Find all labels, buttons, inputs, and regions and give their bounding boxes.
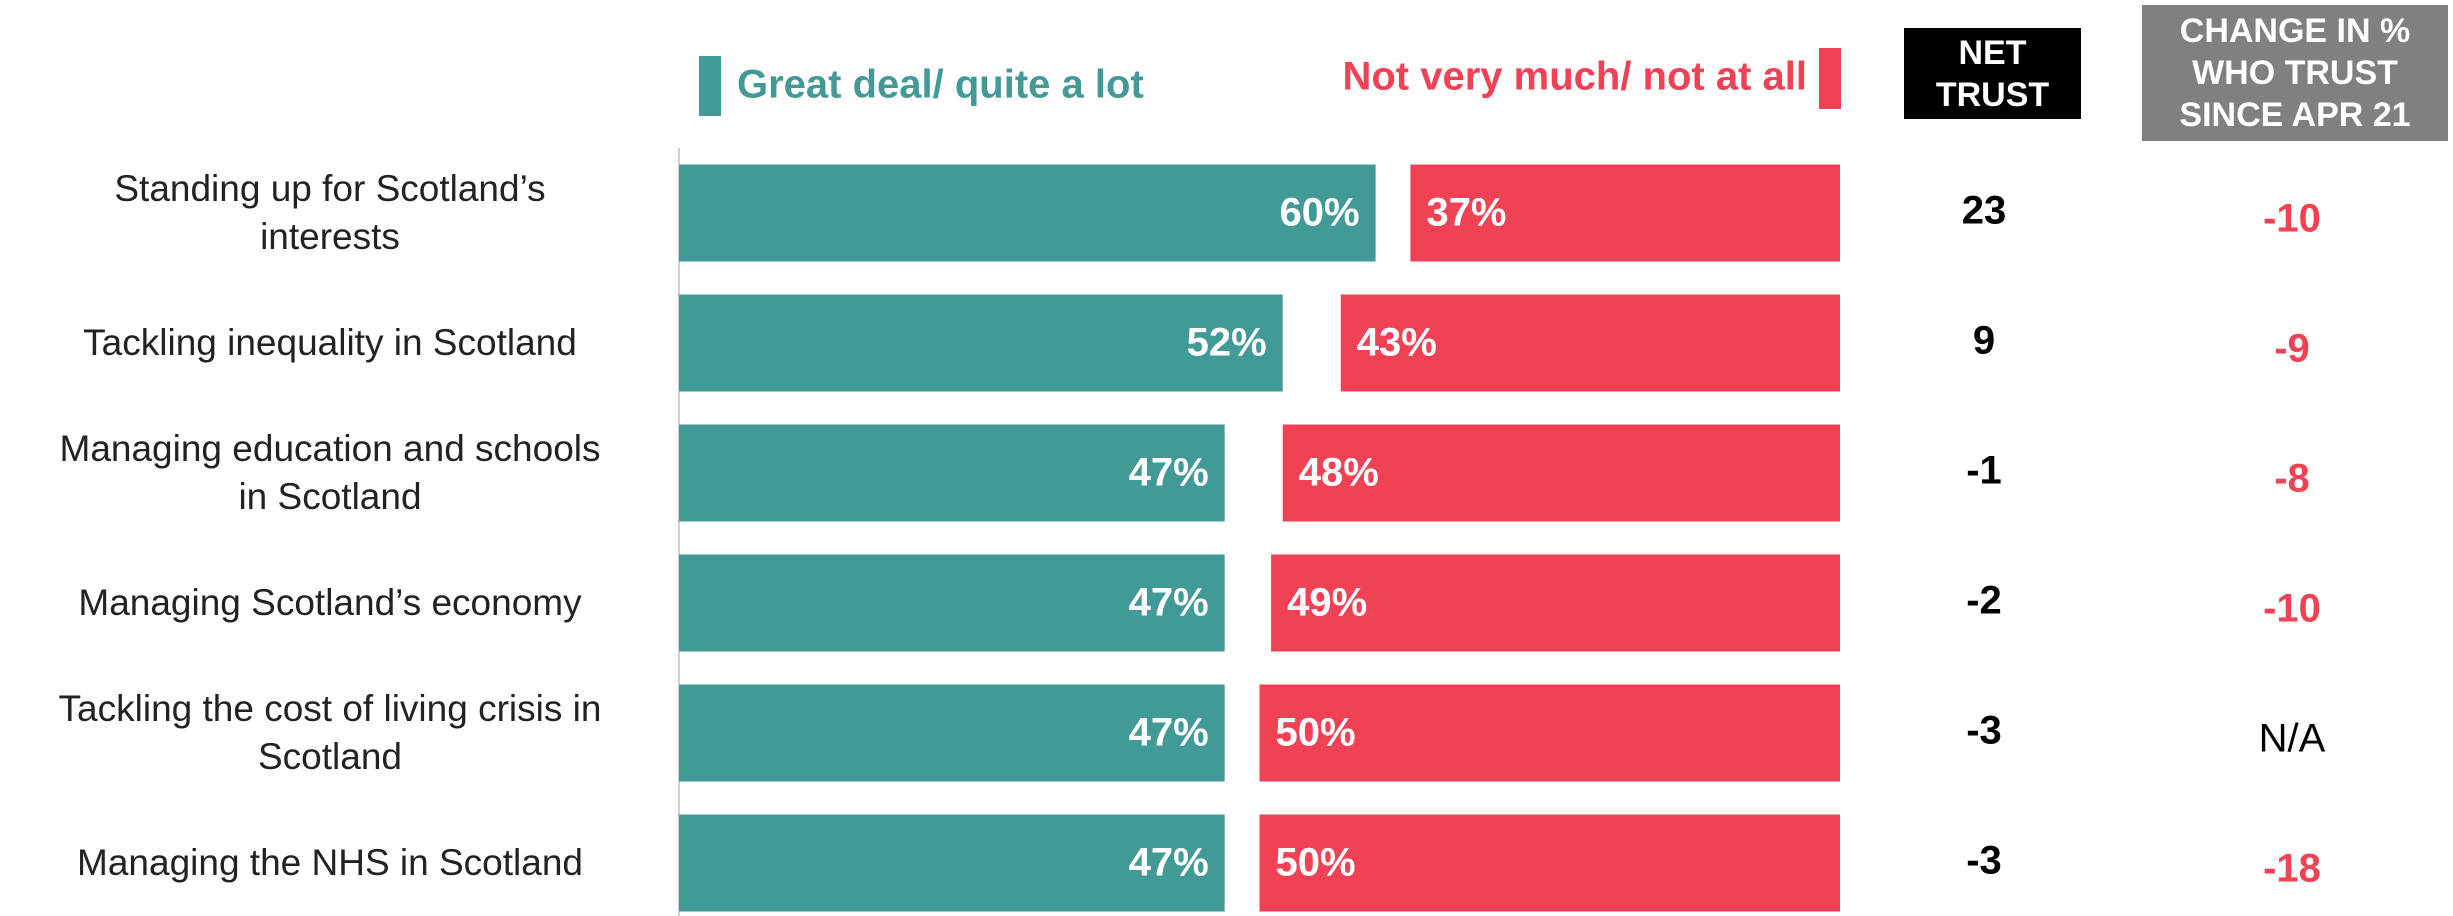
data-label: 47% bbox=[1129, 841, 1209, 885]
bar bbox=[679, 814, 1225, 912]
data-label: 47% bbox=[1129, 451, 1209, 495]
bar bbox=[1282, 424, 1840, 522]
bar bbox=[679, 424, 1225, 522]
table-value: -9 bbox=[2274, 327, 2310, 371]
bar bbox=[679, 554, 1225, 652]
data-label: 43% bbox=[1357, 321, 1437, 365]
category-label: Tackling inequality in Scotland bbox=[83, 322, 577, 363]
data-label: 49% bbox=[1287, 581, 1367, 625]
table-value: 23 bbox=[1962, 189, 2007, 233]
table-value: -18 bbox=[2263, 847, 2321, 891]
table-value: -8 bbox=[2274, 457, 2310, 501]
column-header: NET TRUST bbox=[1904, 28, 2081, 119]
bar bbox=[1259, 684, 1840, 782]
data-label: 47% bbox=[1129, 581, 1209, 625]
legend-label: Not very much/ not at all bbox=[1342, 55, 1807, 99]
bar bbox=[679, 294, 1283, 392]
category-label: Managing education and schools in Scotla… bbox=[59, 428, 601, 517]
category-label: Managing Scotland’s economy bbox=[78, 582, 582, 623]
data-label: 37% bbox=[1426, 191, 1506, 235]
data-label: 52% bbox=[1187, 321, 1267, 365]
category-label: Managing the NHS in Scotland bbox=[77, 842, 583, 883]
column-header: CHANGE IN % WHO TRUST SINCE APR 21 bbox=[2142, 5, 2448, 141]
table-value: -10 bbox=[2263, 587, 2321, 631]
category-label: Standing up for Scotland’s interests bbox=[114, 168, 546, 257]
data-label: 47% bbox=[1129, 711, 1209, 755]
bar bbox=[679, 684, 1225, 782]
table-value: -3 bbox=[1966, 709, 2002, 753]
data-label: 60% bbox=[1280, 191, 1360, 235]
table-value: N/A bbox=[2259, 717, 2326, 761]
bar bbox=[1271, 554, 1840, 652]
table-value: -3 bbox=[1966, 839, 2002, 883]
legend-label: Great deal/ quite a lot bbox=[737, 63, 1144, 107]
table-value: -10 bbox=[2263, 197, 2321, 241]
data-label: 50% bbox=[1276, 711, 1356, 755]
table-value: -1 bbox=[1966, 449, 2002, 493]
bar bbox=[1340, 294, 1840, 392]
table-value: -2 bbox=[1966, 579, 2002, 623]
bar bbox=[1410, 164, 1840, 262]
category-label: Tackling the cost of living crisis in Sc… bbox=[58, 688, 602, 777]
legend-swatch bbox=[1819, 48, 1841, 109]
bar bbox=[679, 164, 1376, 262]
table-value: 9 bbox=[1973, 319, 1995, 363]
data-label: 48% bbox=[1299, 451, 1379, 495]
bar bbox=[1259, 814, 1840, 912]
data-label: 50% bbox=[1276, 841, 1356, 885]
legend-swatch bbox=[699, 56, 721, 116]
